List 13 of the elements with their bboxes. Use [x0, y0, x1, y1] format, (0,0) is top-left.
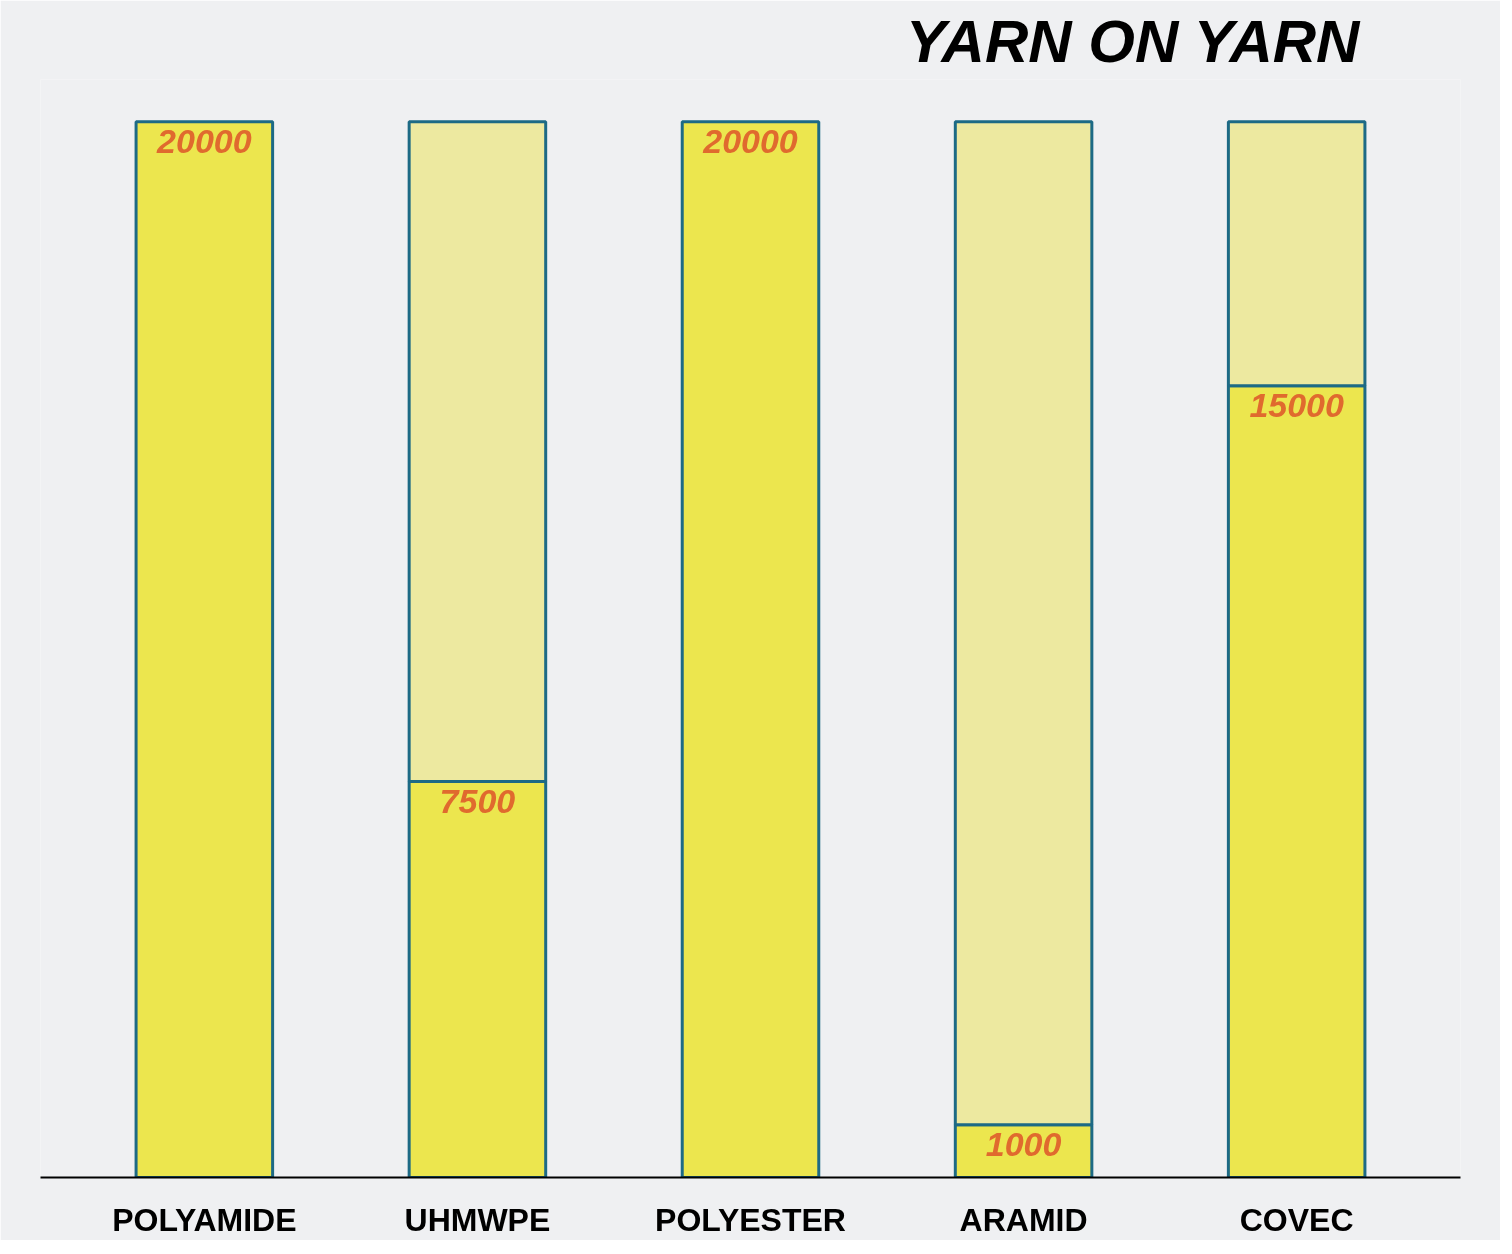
data-label: 20000 [156, 121, 252, 160]
bar [680, 120, 821, 1178]
x-tick-label: COVEC [1239, 1201, 1354, 1238]
bar [134, 120, 275, 1178]
data-label: 7500 [439, 781, 516, 820]
x-tick-label: ARAMID [959, 1201, 1088, 1238]
x-tick-label: UHMWPE [404, 1201, 551, 1238]
data-label: 1000 [985, 1124, 1062, 1163]
x-tick-label: POLYAMIDE [112, 1201, 297, 1238]
x-tick-label: POLYESTER [655, 1201, 846, 1238]
data-label: 15000 [1249, 385, 1345, 424]
data-label: 20000 [702, 121, 798, 160]
chart-title: YARN ON YARN [906, 7, 1362, 75]
